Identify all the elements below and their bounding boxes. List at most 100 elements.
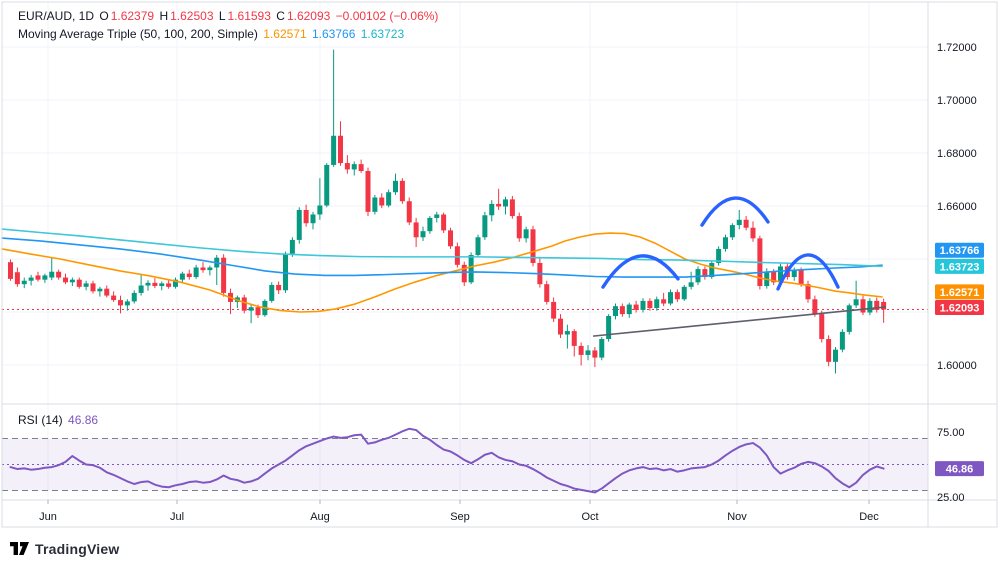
candle-body xyxy=(516,216,522,239)
candle-body xyxy=(179,273,185,280)
candle-body xyxy=(564,331,570,335)
badge-label: 1.62571 xyxy=(940,287,980,299)
candle-body xyxy=(76,279,82,287)
candle-body xyxy=(819,314,825,340)
badge-bg xyxy=(935,284,984,300)
candle-body xyxy=(111,295,117,301)
candle-body xyxy=(640,300,646,310)
price-tick-label: 1.72000 xyxy=(937,42,977,54)
open-label: O xyxy=(99,9,109,23)
chart-border xyxy=(1,1,998,528)
month-label: Nov xyxy=(727,511,747,523)
candle-body xyxy=(619,306,625,315)
candle-body xyxy=(826,339,832,362)
tradingview-logo-icon xyxy=(10,541,29,555)
candle-body xyxy=(812,299,818,315)
candle-body xyxy=(372,197,378,212)
candle-body xyxy=(200,267,206,271)
ma-indicator-row: Moving Average Triple (50, 100, 200, Sim… xyxy=(18,27,406,41)
badge-bg xyxy=(935,300,984,316)
candle-body xyxy=(283,253,288,291)
price-tick-label: 1.60000 xyxy=(937,360,977,372)
arc-annotation[interactable] xyxy=(601,254,680,289)
candle-body xyxy=(379,197,385,206)
price-axis-badge: 1.63723 xyxy=(935,258,984,274)
price-tick-label: 1.68000 xyxy=(937,148,977,160)
candle-body xyxy=(661,299,667,304)
candle-body xyxy=(8,262,13,279)
candle-body xyxy=(551,301,557,319)
candle-body xyxy=(846,305,852,332)
candlestick-series[interactable] xyxy=(8,49,887,374)
candle-body xyxy=(674,292,680,300)
month-label: Oct xyxy=(581,511,598,523)
candle-body xyxy=(461,264,467,283)
high-value: 1.62503 xyxy=(170,9,214,23)
price-axis[interactable]: 1.72000 1.70000 1.68000 1.66000 1.60000 75.00… xyxy=(937,42,977,504)
ma100-line xyxy=(1,237,883,278)
ma50-line xyxy=(1,232,883,313)
rsi-pane[interactable] xyxy=(2,427,928,494)
candle-body xyxy=(867,300,873,313)
candle-body xyxy=(269,284,275,301)
candle-body xyxy=(118,300,123,306)
candle-body xyxy=(186,273,192,278)
ma-indicator-label[interactable]: Moving Average Triple (50, 100, 200, Sim… xyxy=(18,27,258,41)
candle-body xyxy=(317,205,323,215)
candle-body xyxy=(166,283,172,287)
candle-body xyxy=(571,331,577,346)
candle-body xyxy=(124,301,130,306)
candle-body xyxy=(413,222,419,238)
candle-body xyxy=(530,229,536,263)
symbol-title[interactable]: EUR/AUD, 1D xyxy=(18,9,95,23)
candle-body xyxy=(736,219,742,226)
candle-body xyxy=(503,199,508,207)
candle-body xyxy=(743,219,749,228)
candle-body xyxy=(599,339,605,358)
badge-label: 1.63766 xyxy=(940,245,980,257)
change-value: −0.00102 (−0.06%) xyxy=(335,9,439,23)
rsi-label[interactable]: RSI (14) xyxy=(18,413,63,427)
ma200-line xyxy=(1,228,883,268)
candle-body xyxy=(90,283,96,292)
arc-annotation[interactable] xyxy=(776,253,840,291)
price-tick-label: 1.66000 xyxy=(937,201,977,213)
candle-body xyxy=(21,280,27,285)
price-tick-label: 1.70000 xyxy=(937,95,977,107)
candle-body xyxy=(193,267,199,278)
ma50-value: 1.62571 xyxy=(263,27,307,41)
price-axis-badge: 1.63766 xyxy=(935,242,984,258)
candle-body xyxy=(853,299,859,306)
price-axis-badge: 1.62571 xyxy=(935,284,984,300)
candle-body xyxy=(152,282,158,287)
candle-body xyxy=(633,304,639,310)
candle-body xyxy=(331,135,337,165)
candle-body xyxy=(523,229,529,239)
candle-body xyxy=(578,345,584,355)
candle-body xyxy=(592,350,598,358)
open-value: 1.62379 xyxy=(110,9,155,23)
candle-body xyxy=(626,304,632,315)
month-label: Sep xyxy=(450,511,470,523)
candle-body xyxy=(448,230,453,247)
candle-body xyxy=(475,237,481,256)
close-label: C xyxy=(276,9,285,23)
candle-body xyxy=(681,286,687,300)
candle-body xyxy=(296,209,302,240)
badge-label: 1.63723 xyxy=(940,261,980,273)
tradingview-attribution[interactable]: TradingView xyxy=(10,541,119,557)
pane-separators xyxy=(1,1,998,528)
drawing-annotations[interactable] xyxy=(592,196,887,337)
symbol-ohlc-row: EUR/AUD, 1D O 1.62379 H 1.62503 L 1.61593 C… xyxy=(18,9,440,23)
arc-annotation[interactable] xyxy=(700,196,770,227)
time-axis[interactable]: Jun Jul Aug Sep Oct Nov Dec xyxy=(39,500,879,523)
candle-body xyxy=(399,180,405,202)
candle-body xyxy=(454,246,460,265)
candle-body xyxy=(241,297,247,311)
candle-body xyxy=(482,215,488,238)
candle-body xyxy=(750,227,756,239)
trendline-annotation[interactable] xyxy=(592,306,887,337)
candle-body xyxy=(365,171,371,212)
candle-body xyxy=(833,349,838,362)
